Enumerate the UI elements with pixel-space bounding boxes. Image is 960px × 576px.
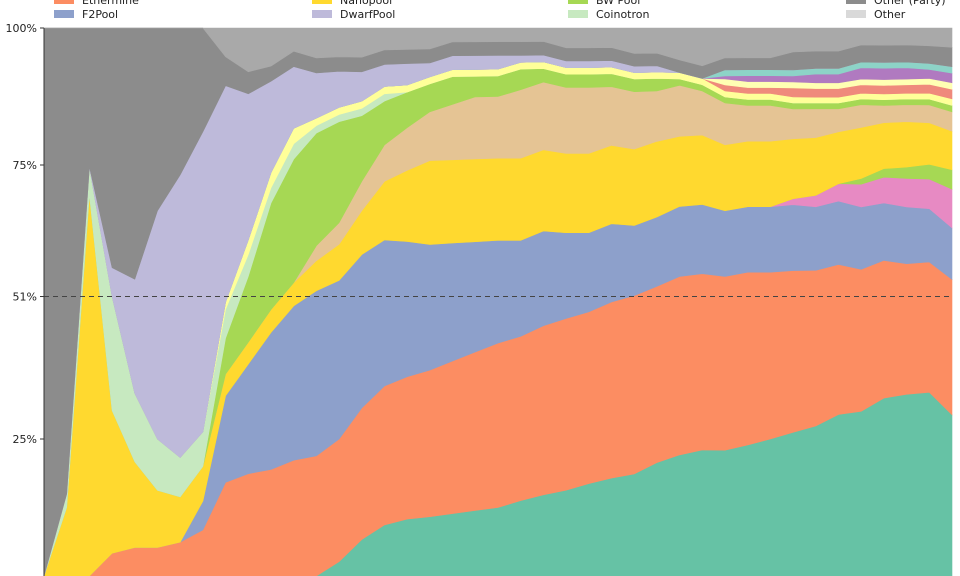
legend-swatch-other-party (846, 0, 866, 4)
legend-label-f2pool: F2Pool (82, 8, 118, 21)
y-tick-label-25: 25% (13, 433, 37, 446)
legend-label-nanopool: Nanopool (340, 0, 392, 7)
legend-label-dwarfpool: DwarfPool (340, 8, 395, 21)
legend-swatch-bwpool (568, 0, 588, 4)
y-tick-label-100: 100% (6, 22, 37, 35)
y-tick-label-51: 51% (13, 291, 37, 304)
legend-swatch-f2pool (54, 10, 74, 18)
legend-label-bwpool: BW Pool (596, 0, 640, 7)
legend-label-other: Other (874, 8, 906, 21)
legend-swatch-ethermine (54, 0, 74, 4)
legend-swatch-coinotron (568, 10, 588, 18)
area-other (44, 27, 953, 73)
legend-label-other-party: Other (Party) (874, 0, 946, 7)
legend-swatch-dwarfpool (312, 10, 332, 18)
legend-label-ethermine: Ethermine (82, 0, 139, 7)
legend-swatch-other (846, 10, 866, 18)
legend-swatch-nanopool (312, 0, 332, 4)
series-areas (43, 27, 953, 576)
legend-label-coinotron: Coinotron (596, 8, 649, 21)
y-axis: 25% 51% 75% 100% (6, 22, 45, 576)
y-tick-label-75: 75% (13, 159, 37, 172)
